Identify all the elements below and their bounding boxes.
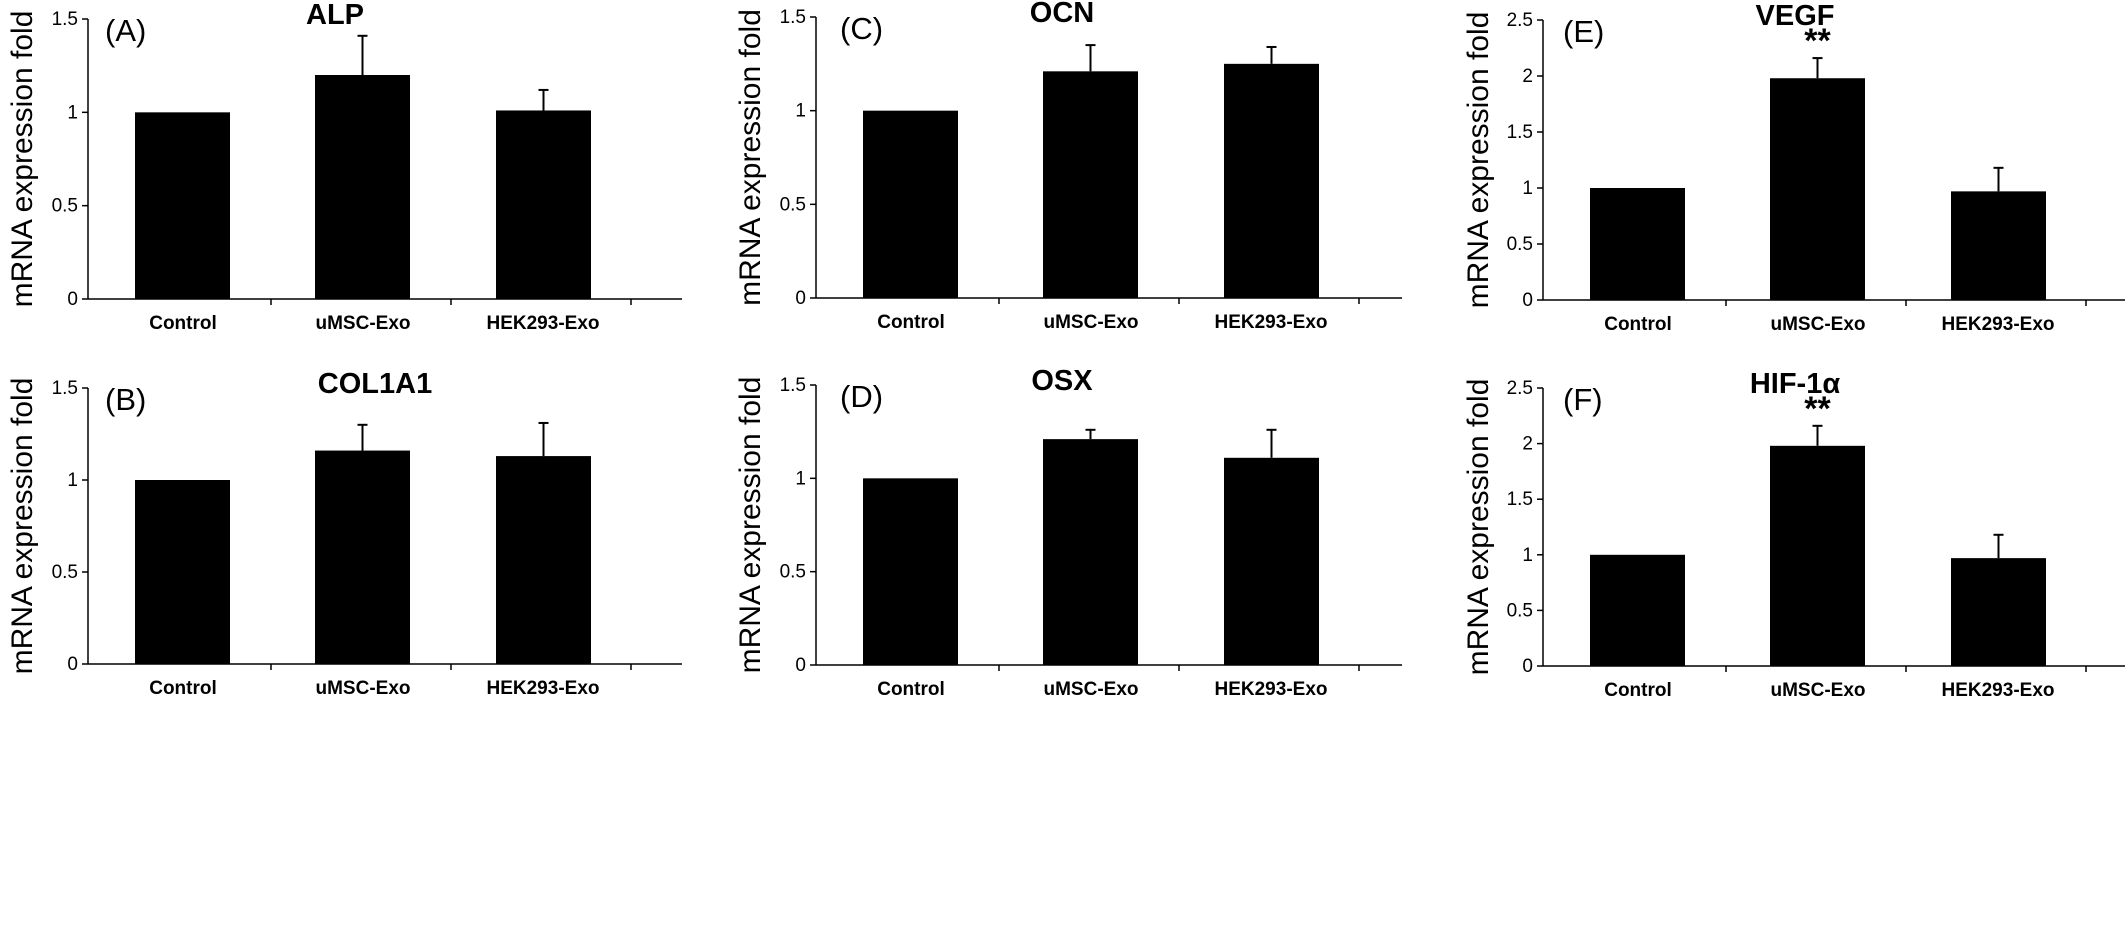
y-tick-label: 0.5 xyxy=(1507,234,1533,255)
y-axis-label: mRNA expression fold xyxy=(734,377,767,674)
chart-title: OSX xyxy=(1031,365,1093,397)
chart-title: HIF-1α xyxy=(1750,368,1841,400)
x-category-label: HEK293-Exo xyxy=(1942,314,2055,335)
x-category-label: Control xyxy=(877,312,945,333)
y-tick-label: 0 xyxy=(67,654,78,675)
x-category-label: uMSC-Exo xyxy=(316,313,411,334)
y-tick-label: 0 xyxy=(67,289,78,310)
bar xyxy=(315,75,410,299)
y-tick-label: 1.5 xyxy=(1507,122,1533,143)
bar xyxy=(1224,63,1319,299)
x-category-label: Control xyxy=(149,678,217,699)
bar xyxy=(1590,188,1685,300)
chart-title: VEGF xyxy=(1756,0,1835,32)
bar xyxy=(863,478,958,665)
y-tick-label: 2 xyxy=(1522,66,1533,87)
bar xyxy=(496,456,591,664)
y-tick-label: 2 xyxy=(1522,434,1533,455)
y-tick-label: 0 xyxy=(1522,656,1533,677)
x-category-label: Control xyxy=(1604,680,1672,701)
y-tick-label: 0.5 xyxy=(1507,600,1533,621)
significance-marker: ** xyxy=(1804,22,1831,60)
bar xyxy=(1951,191,2046,300)
x-category-label: uMSC-Exo xyxy=(316,678,411,699)
bar xyxy=(1224,457,1319,665)
panel-label: (C) xyxy=(840,11,883,46)
y-axis-label: mRNA expression fold xyxy=(1462,12,1495,309)
x-category-label: uMSC-Exo xyxy=(1771,680,1866,701)
y-tick-label: 1.5 xyxy=(52,378,78,399)
chart-title: ALP xyxy=(306,0,364,31)
y-tick-label: 1 xyxy=(795,468,806,489)
bar xyxy=(135,112,230,299)
y-tick-label: 1 xyxy=(1522,178,1533,199)
panel-label: (E) xyxy=(1563,14,1604,49)
x-category-label: uMSC-Exo xyxy=(1044,679,1139,700)
y-tick-label: 0 xyxy=(795,288,806,309)
bar xyxy=(1770,78,1865,301)
y-tick-label: 0.5 xyxy=(780,562,806,583)
x-category-label: HEK293-Exo xyxy=(1215,679,1328,700)
panel-label: (B) xyxy=(105,382,146,417)
x-category-label: HEK293-Exo xyxy=(487,313,600,334)
y-tick-label: 0 xyxy=(795,655,806,676)
bar xyxy=(1951,558,2046,666)
y-tick-label: 2.5 xyxy=(1507,10,1533,31)
panel-label: (F) xyxy=(1563,382,1603,417)
bar xyxy=(1043,439,1138,665)
y-tick-label: 1 xyxy=(67,102,78,123)
bar xyxy=(135,480,230,664)
x-category-label: Control xyxy=(1604,314,1672,335)
panel-label: (D) xyxy=(840,379,883,414)
x-category-label: uMSC-Exo xyxy=(1044,312,1139,333)
panel-label: (A) xyxy=(105,13,146,48)
y-tick-label: 1.5 xyxy=(780,375,806,396)
significance-marker: ** xyxy=(1804,390,1831,428)
chart-title: OCN xyxy=(1030,0,1094,29)
bar xyxy=(1590,554,1685,666)
y-tick-label: 2.5 xyxy=(1507,378,1533,399)
bar xyxy=(1043,71,1138,299)
bar xyxy=(1770,445,1865,666)
y-tick-label: 1.5 xyxy=(52,9,78,30)
y-tick-label: 0 xyxy=(1522,290,1533,311)
y-tick-label: 1.5 xyxy=(1507,489,1533,510)
y-tick-label: 1.5 xyxy=(780,7,806,28)
x-category-label: HEK293-Exo xyxy=(1215,312,1328,333)
y-tick-label: 0.5 xyxy=(52,196,78,217)
x-category-label: HEK293-Exo xyxy=(1942,680,2055,701)
x-category-label: Control xyxy=(149,313,217,334)
y-tick-label: 0.5 xyxy=(52,562,78,583)
y-tick-label: 1 xyxy=(1522,545,1533,566)
y-axis-label: mRNA expression fold xyxy=(6,378,39,675)
y-tick-label: 1 xyxy=(795,101,806,122)
y-tick-label: 1 xyxy=(67,470,78,491)
y-axis-label: mRNA expression fold xyxy=(6,11,39,308)
chart-title: COL1A1 xyxy=(318,368,432,400)
bar xyxy=(496,110,591,299)
bar xyxy=(863,110,958,299)
y-tick-label: 0.5 xyxy=(780,194,806,215)
x-category-label: uMSC-Exo xyxy=(1771,314,1866,335)
bar xyxy=(315,450,410,664)
y-axis-label: mRNA expression fold xyxy=(1462,379,1495,676)
x-category-label: HEK293-Exo xyxy=(487,678,600,699)
x-category-label: Control xyxy=(877,679,945,700)
y-axis-label: mRNA expression fold xyxy=(734,9,767,306)
